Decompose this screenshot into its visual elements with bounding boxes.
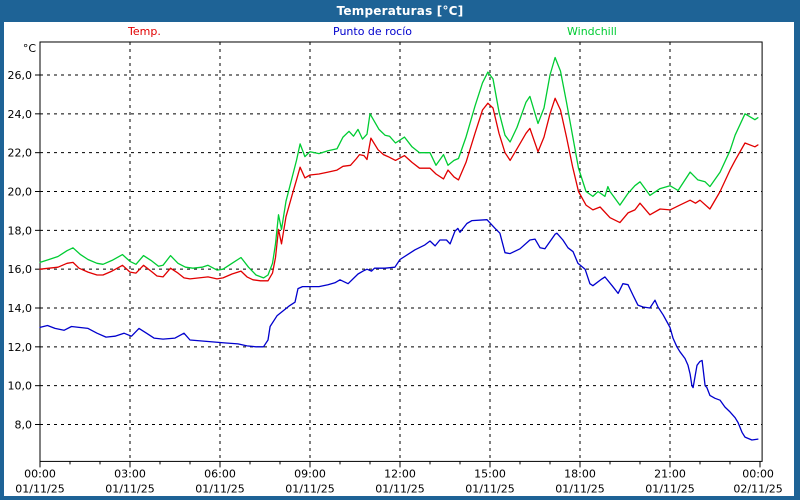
axis-tick-label: 01/11/25 bbox=[645, 482, 694, 495]
axis-tick-label: 12,0 bbox=[8, 341, 33, 354]
axis-tick-label: 03:00 bbox=[114, 467, 146, 480]
legend-dew-point-label: Punto de rocío bbox=[333, 25, 413, 38]
window-titlebar[interactable]: Temperaturas [°C] bbox=[0, 0, 800, 22]
axis-tick-label: 14,0 bbox=[8, 302, 33, 315]
axis-tick-label: 09:00 bbox=[294, 467, 326, 480]
axis-tick-label: 06:00 bbox=[204, 467, 236, 480]
windchill-line bbox=[39, 56, 759, 279]
temperature-chart: 8,0 10,0 12,0 14,0 16,0 18,0 20,0 22,0 24,0 26,0 0… bbox=[8, 41, 783, 495]
plot-border bbox=[39, 41, 763, 462]
axis-tick-label: °C bbox=[23, 42, 37, 55]
axis-tick-label: 16,0 bbox=[8, 263, 33, 276]
axis-tick-label: 10,0 bbox=[8, 380, 33, 393]
axis-tick-label: 01/11/25 bbox=[285, 482, 334, 495]
axis-tick-label: 01/11/25 bbox=[375, 482, 424, 495]
axis-tick-label: 01/11/25 bbox=[555, 482, 604, 495]
window-title: Temperaturas [°C] bbox=[336, 4, 464, 18]
axis-tick-label: 01/11/25 bbox=[15, 482, 64, 495]
legend-windchill-label: Windchill bbox=[567, 25, 617, 38]
axis-tick-label: 12:00 bbox=[384, 467, 416, 480]
legend-temp-label: Temp. bbox=[128, 25, 161, 38]
axis-tick-label: 26,0 bbox=[8, 69, 33, 82]
axis-tick-label: 00:00 bbox=[24, 467, 56, 480]
axis-tick-label: 15:00 bbox=[474, 467, 506, 480]
axis-tick-label: 18,0 bbox=[8, 224, 33, 237]
axis-tick-label: 01/11/25 bbox=[105, 482, 154, 495]
axis-tick-label: 01/11/25 bbox=[195, 482, 244, 495]
axis-tick-label: 20,0 bbox=[8, 186, 33, 199]
temp-line bbox=[39, 97, 759, 282]
axis-tick-label: 02/11/25 bbox=[733, 482, 782, 495]
axis-tick-label: 01/11/25 bbox=[465, 482, 514, 495]
axis-tick-label: 22,0 bbox=[8, 147, 33, 160]
axis-tick-label: 21:00 bbox=[654, 467, 686, 480]
chart-panel: Temp. Punto de rocío Windchill 8,0 10,0 12… bbox=[4, 22, 794, 496]
axis-tick-label: 18:00 bbox=[564, 467, 596, 480]
axis-tick-label: 00:00 bbox=[742, 467, 774, 480]
axis-tick-label: 24,0 bbox=[8, 108, 33, 121]
dew-point-line bbox=[39, 219, 759, 441]
axis-tick-label: 8,0 bbox=[15, 419, 33, 432]
